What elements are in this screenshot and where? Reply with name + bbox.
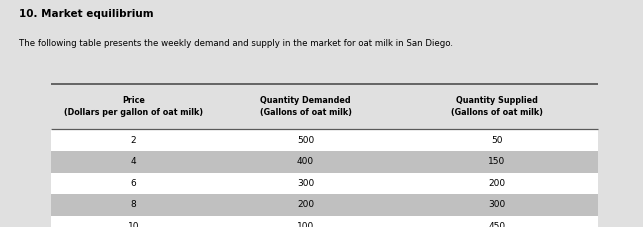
Text: 450: 450: [488, 222, 505, 227]
Text: 400: 400: [297, 157, 314, 166]
Text: 10. Market equilibrium: 10. Market equilibrium: [19, 9, 154, 19]
Bar: [51, 216, 598, 227]
Text: 100: 100: [297, 222, 314, 227]
Text: 4: 4: [131, 157, 136, 166]
Text: 200: 200: [488, 179, 505, 188]
Bar: [51, 129, 598, 151]
Text: The following table presents the weekly demand and supply in the market for oat : The following table presents the weekly …: [19, 39, 453, 48]
Text: Quantity Supplied
(Gallons of oat milk): Quantity Supplied (Gallons of oat milk): [451, 96, 543, 117]
Text: 2: 2: [131, 136, 136, 145]
Text: 6: 6: [131, 179, 136, 188]
Text: 150: 150: [488, 157, 505, 166]
Text: 200: 200: [297, 200, 314, 209]
Text: Price
(Dollars per gallon of oat milk): Price (Dollars per gallon of oat milk): [64, 96, 203, 117]
Text: 8: 8: [131, 200, 136, 209]
Text: 50: 50: [491, 136, 503, 145]
Text: 10: 10: [128, 222, 139, 227]
Text: Quantity Demanded
(Gallons of oat milk): Quantity Demanded (Gallons of oat milk): [260, 96, 352, 117]
Bar: [51, 173, 598, 194]
Bar: [51, 151, 598, 173]
Text: 300: 300: [488, 200, 505, 209]
Bar: [51, 194, 598, 216]
Text: 300: 300: [297, 179, 314, 188]
Text: 500: 500: [297, 136, 314, 145]
